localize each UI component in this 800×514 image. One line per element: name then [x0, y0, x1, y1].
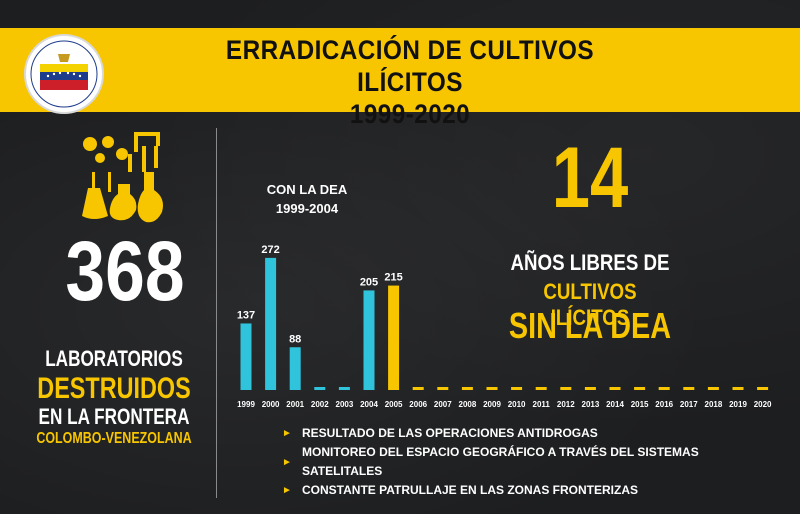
bar-2013: [584, 387, 596, 390]
bar-2003: [338, 387, 350, 390]
annotation-line-1: CON LA DEA: [266, 182, 348, 197]
tick-label-2001: 2001: [286, 400, 304, 409]
bar-2016: [658, 387, 670, 390]
bar-2010: [511, 387, 523, 390]
value-label-2001: 88: [289, 333, 301, 345]
header-banner: [0, 28, 800, 112]
bar-2018: [707, 387, 719, 390]
bar-1999: [240, 323, 252, 390]
laboratories-label: LABORATORIOS: [45, 346, 183, 371]
con-la-dea-annotation: CON LA DEA 1999-2004: [262, 180, 352, 218]
bar-2014: [609, 387, 621, 390]
bullet-item: ► MONITOREO DEL ESPACIO GEOGRÁFICO A TRAV…: [282, 445, 699, 478]
bar-2004: [363, 290, 375, 390]
bar-2000: [265, 257, 277, 390]
years-free-count: 14: [551, 130, 629, 226]
destroyed-label: DESTRUIDOS: [37, 372, 191, 405]
bar-2019: [732, 387, 744, 390]
triangle-bullet-icon: ►: [282, 428, 292, 439]
tick-label-2004: 2004: [360, 400, 378, 409]
bar-2008: [461, 387, 473, 390]
tick-label-2005: 2005: [385, 400, 403, 409]
bar-2005: [388, 285, 400, 390]
border-label: EN LA FRONTERA: [38, 404, 190, 429]
triangle-bullet-icon: ►: [282, 485, 292, 496]
bar-2007: [437, 387, 449, 390]
tick-label-2015: 2015: [631, 400, 649, 409]
value-label-2005: 215: [384, 272, 402, 284]
tick-label-2011: 2011: [533, 400, 551, 409]
tick-label-2008: 2008: [459, 400, 477, 409]
ministry-logo: [24, 34, 104, 114]
tick-label-2013: 2013: [582, 400, 600, 409]
tick-label-2019: 2019: [729, 400, 747, 409]
bar-2002: [314, 387, 326, 390]
tick-label-2002: 2002: [311, 400, 329, 409]
tick-label-2003: 2003: [336, 400, 354, 409]
bar-2015: [634, 387, 646, 390]
value-label-2000: 272: [261, 244, 279, 256]
tick-label-2010: 2010: [508, 400, 526, 409]
value-label-2004: 205: [360, 276, 378, 288]
tick-label-2009: 2009: [483, 400, 501, 409]
bar-2020: [757, 387, 769, 390]
value-label-1999: 137: [237, 309, 255, 321]
bullet-list: ► RESULTADO DE LAS OPERACIONES ANTIDROGAS…: [282, 424, 782, 500]
tick-label-2007: 2007: [434, 400, 452, 409]
without-dea-label: SIN LA DEA: [508, 305, 672, 346]
bullet-item: ► RESULTADO DE LAS OPERACIONES ANTIDROGAS: [282, 424, 782, 443]
lab-flasks-icon: [82, 132, 163, 223]
tick-label-1999: 1999: [237, 400, 255, 409]
bar-2006: [412, 387, 424, 390]
tick-label-2012: 2012: [557, 400, 575, 409]
divider-line: [216, 128, 217, 498]
colombo-venezolana-label: COLOMBO-VENEZOLANA: [36, 430, 192, 447]
tick-label-2014: 2014: [606, 400, 624, 409]
tick-label-2006: 2006: [409, 400, 427, 409]
bar-2011: [535, 387, 547, 390]
bar-2012: [560, 387, 572, 390]
tick-label-2016: 2016: [655, 400, 673, 409]
title-line-1: ERRADICACIÓN DE CULTIVOS ILÍCITOS: [225, 35, 595, 97]
triangle-bullet-icon: ►: [282, 456, 292, 468]
bar-2001: [289, 347, 301, 390]
tick-label-2000: 2000: [262, 400, 280, 409]
illicit-crops-label: CULTIVOS ILÍCITOS: [543, 279, 637, 330]
tick-label-2020: 2020: [754, 400, 772, 409]
tick-label-2017: 2017: [680, 400, 698, 409]
bar-2017: [683, 387, 695, 390]
annotation-line-2: 1999-2004: [275, 201, 339, 216]
eradication-bar-chart: 137 1999 272 2000 88 2001 2002 2003 205 2004 215 20…: [237, 244, 772, 409]
page-title: ERRADICACIÓN DE CULTIVOS ILÍCITOS 1999-2…: [176, 34, 644, 130]
bullet-item: ► CONSTANTE PATRULLAJE EN LAS ZONAS FRONT…: [282, 481, 782, 500]
bar-2009: [486, 387, 498, 390]
tick-label-2018: 2018: [705, 400, 723, 409]
laboratories-count: 368: [65, 224, 185, 318]
years-free-label: AÑOS LIBRES DE: [510, 250, 670, 275]
title-line-2: 1999-2020: [349, 99, 471, 129]
